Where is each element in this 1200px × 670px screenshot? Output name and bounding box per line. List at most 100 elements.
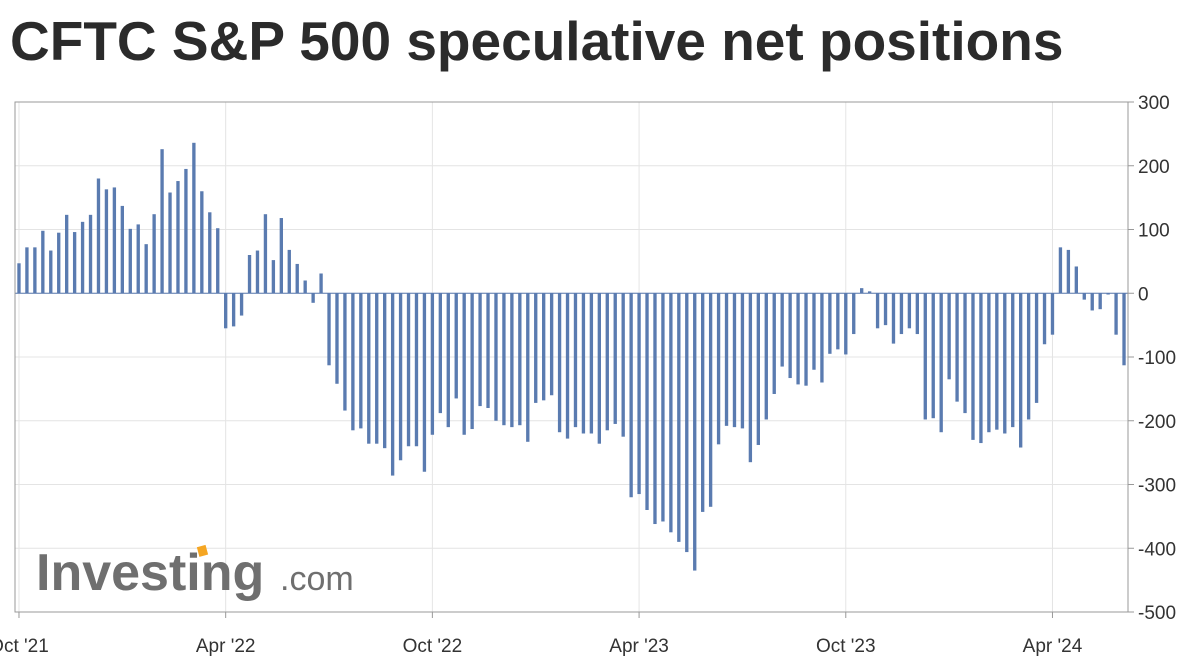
logo-domain: .com — [280, 560, 354, 598]
bar — [923, 293, 927, 420]
bar — [80, 221, 85, 294]
bar — [995, 293, 999, 430]
bar — [549, 293, 554, 396]
bar — [208, 212, 212, 294]
bar — [446, 293, 450, 428]
bar — [128, 228, 132, 294]
bar — [756, 293, 760, 445]
bar — [438, 293, 442, 414]
bar — [279, 218, 283, 294]
bar — [661, 293, 665, 522]
bar — [669, 293, 673, 533]
bar — [390, 293, 395, 476]
x-axis-ticks: Oct '21 Apr '22 Oct '22 Apr '23 Oct '23 Apr '… — [0, 612, 1083, 657]
y-tick-label: -400 — [1138, 539, 1176, 560]
bar — [939, 293, 943, 433]
bar — [430, 293, 435, 435]
bar — [375, 293, 379, 444]
bar — [1042, 293, 1047, 345]
bar — [605, 293, 609, 431]
bar — [96, 178, 101, 294]
bar — [987, 293, 991, 433]
bar — [65, 214, 69, 294]
bar — [25, 247, 29, 294]
bar — [740, 293, 745, 429]
y-tick-label: -500 — [1138, 603, 1176, 624]
bar — [239, 293, 244, 316]
bar — [367, 293, 371, 444]
y-tick-label: 200 — [1138, 157, 1170, 178]
bar — [104, 189, 109, 294]
bar — [49, 250, 53, 294]
y-tick-label: 100 — [1138, 221, 1170, 242]
chart-title: CFTC S&P 500 speculative net positions — [10, 10, 1064, 72]
bar — [979, 293, 983, 444]
bar — [200, 191, 204, 294]
bar — [629, 293, 633, 498]
bar — [88, 214, 93, 294]
investing-logo: Investing .com — [36, 544, 354, 602]
bar — [120, 205, 124, 294]
bar — [57, 232, 61, 294]
bar — [1011, 293, 1015, 428]
bar — [359, 293, 363, 429]
bar — [287, 249, 291, 294]
bar — [160, 149, 164, 294]
bar — [780, 293, 784, 367]
bar — [136, 224, 140, 294]
bar — [470, 293, 474, 430]
y-axis-ticks: 300 200 100 0 -100 -200 -300 -400 -500 — [1128, 93, 1176, 624]
bar — [1082, 293, 1086, 300]
bar — [184, 168, 188, 294]
bar — [724, 293, 729, 426]
bar — [764, 293, 768, 420]
bar — [526, 293, 530, 442]
bar — [1074, 266, 1078, 294]
bar — [637, 293, 641, 495]
bar — [494, 293, 498, 421]
bar — [144, 244, 148, 294]
y-tick-label: 0 — [1138, 284, 1149, 305]
bar — [621, 293, 625, 437]
bar — [295, 263, 299, 294]
bar — [414, 293, 419, 447]
bar — [915, 293, 919, 335]
bar — [1019, 293, 1023, 448]
bar — [796, 293, 800, 385]
bar — [502, 293, 506, 426]
bar — [168, 192, 172, 294]
bar — [1122, 293, 1126, 366]
bar — [883, 293, 888, 326]
bar — [406, 293, 411, 447]
bar — [812, 293, 816, 370]
bar — [263, 214, 268, 294]
x-tick-label: Oct '23 — [816, 636, 876, 657]
bar-series — [15, 142, 1128, 571]
bar — [255, 250, 260, 294]
bar — [820, 293, 824, 383]
bar — [1098, 293, 1102, 310]
bar — [542, 293, 546, 401]
logo-accent-mark — [196, 544, 209, 557]
bar — [573, 293, 578, 428]
bar — [41, 230, 45, 294]
bar — [693, 293, 697, 571]
bar — [176, 181, 180, 294]
bar — [804, 293, 808, 386]
bar — [971, 293, 975, 440]
bar — [955, 293, 959, 402]
x-tick-label: Oct '22 — [403, 636, 463, 657]
bar — [311, 293, 315, 303]
bar — [72, 232, 77, 294]
y-tick-label: 300 — [1138, 93, 1170, 114]
bar — [454, 293, 458, 399]
bar — [701, 293, 705, 512]
bar — [271, 260, 276, 294]
bar — [589, 293, 594, 434]
bar — [478, 293, 482, 407]
bar — [343, 293, 347, 411]
bar — [534, 293, 538, 403]
bar — [875, 293, 880, 329]
bar — [748, 293, 753, 463]
